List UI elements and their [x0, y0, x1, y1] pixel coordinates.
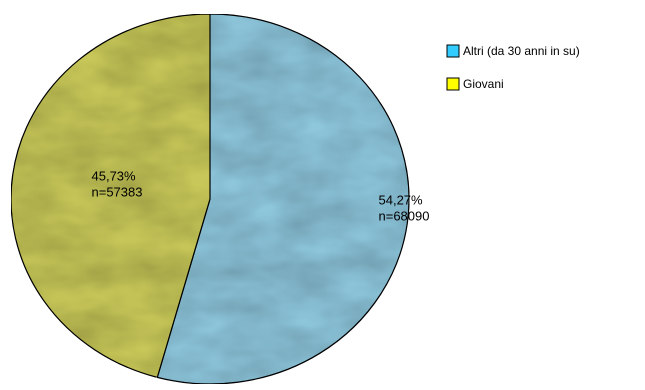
slice-percent-label-giovani: 45,73%: [92, 168, 137, 183]
legend-swatch-giovani: [446, 77, 460, 91]
pie-slice-giovani: [10, 13, 211, 379]
legend: Altri (da 30 anni in su) Giovani: [446, 44, 580, 91]
pie-slice-altri: [156, 13, 410, 385]
slice-count-label-giovani: n=57383: [92, 184, 143, 199]
slice-labels: 54,27%n=68090 45,73%n=57383: [92, 168, 430, 223]
legend-swatch-altri: [446, 44, 460, 58]
slice-count-label-altri: n=68090: [379, 209, 430, 224]
legend-item-altri: Altri (da 30 anni in su): [446, 44, 580, 58]
slice-percent-label-altri: 54,27%: [379, 193, 424, 208]
legend-item-giovani: Giovani: [446, 77, 504, 91]
pie-slices: [10, 13, 410, 385]
legend-label-altri: Altri (da 30 anni in su): [463, 44, 580, 58]
legend-label-giovani: Giovani: [463, 77, 504, 91]
